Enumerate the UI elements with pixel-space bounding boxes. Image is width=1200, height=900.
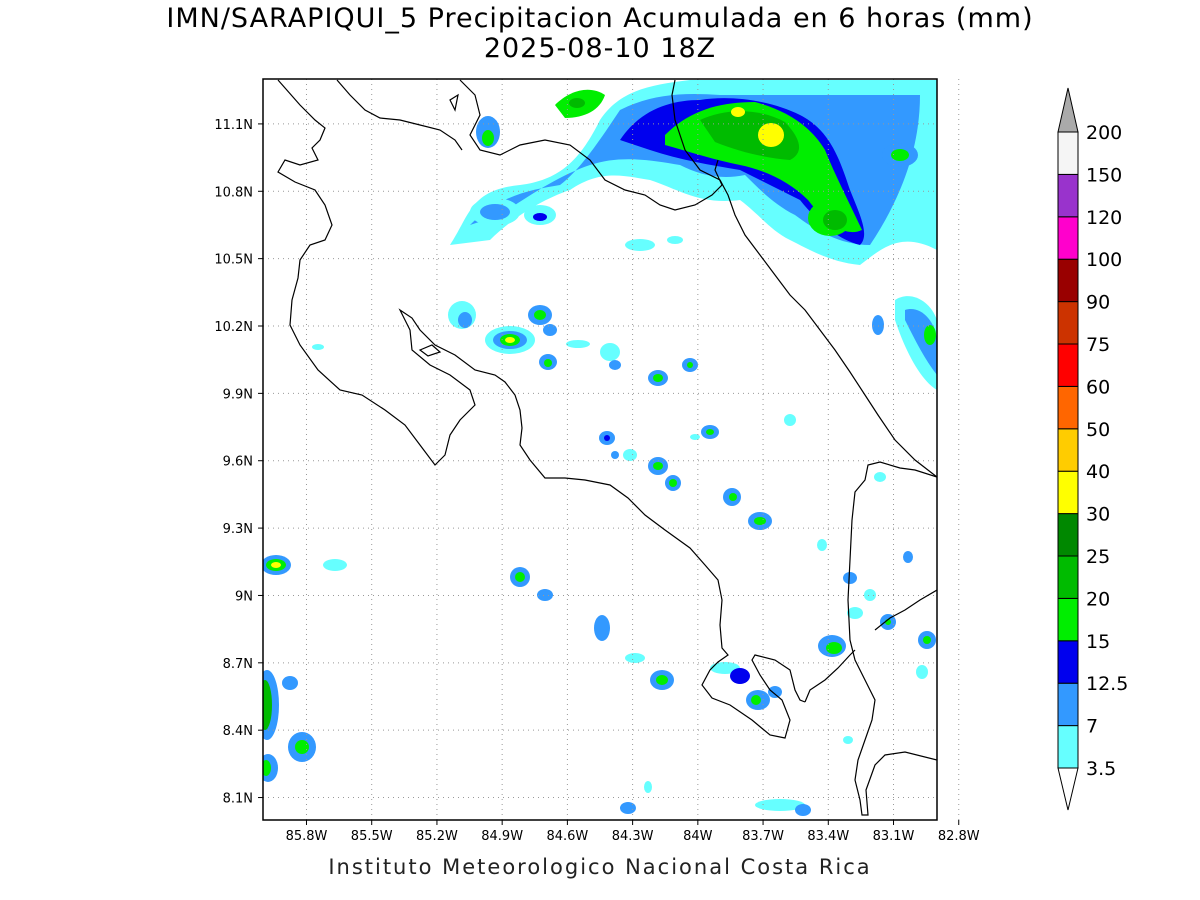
lat-tick-label: 10.5N: [214, 253, 253, 268]
colorbar-segment: [1057, 725, 1079, 769]
colorbar-segment: [1057, 385, 1079, 430]
colorbar-label: 90: [1086, 292, 1110, 314]
lat-tick-label: 10.2N: [214, 320, 253, 335]
lat-tick-label: 8.7N: [223, 657, 253, 672]
coastline: [277, 79, 937, 816]
lat-tick-label: 9.3N: [223, 522, 253, 537]
colorbar-segment: [1057, 131, 1079, 175]
lat-tick-label: 8.1N: [223, 792, 253, 807]
lat-tick-label: 9.6N: [223, 455, 253, 470]
colorbar-label: 75: [1086, 334, 1110, 356]
colorbar-label: 7: [1086, 716, 1098, 738]
lon-tick-label: 84.6W: [546, 829, 588, 844]
colorbar-label: 25: [1086, 546, 1110, 568]
colorbar-segment: [1057, 640, 1079, 684]
colorbar-label: 60: [1086, 376, 1110, 398]
colorbar-label: 150: [1086, 164, 1122, 186]
credit-text: Instituto Meteorologico Nacional Costa R…: [328, 855, 872, 879]
lon-tick-label: 84W: [683, 829, 713, 844]
latitude-ticks: 11.1N 10.8N 10.5N 10.2N 9.9N 9.6N 9.3N 9N 8.7N 8.…: [214, 118, 263, 807]
lat-tick-label: 11.1N: [214, 118, 253, 133]
lat-tick-label: 9.9N: [223, 387, 253, 402]
lon-tick-label: 85.2W: [416, 829, 458, 844]
colorbar-segment: [1057, 301, 1079, 345]
colorbar-min-triangle: [1057, 767, 1079, 811]
plot-frame: [262, 78, 938, 821]
colorbar: 3.5 7 12.5 15 20 25 30 40 50 60 75 90 100 120 150 200: [1057, 87, 1128, 811]
colorbar-segment: [1057, 470, 1079, 515]
map-title: IMN/SARAPIQUI_5 Precipitacion Acumulada …: [166, 3, 1034, 34]
precip-field-layer: [263, 80, 937, 816]
colorbar-label: 30: [1086, 504, 1110, 526]
colorbar-label: 120: [1086, 207, 1122, 229]
colorbar-segment: [1057, 173, 1079, 218]
colorbar-max-triangle: [1057, 87, 1079, 133]
colorbar-label: 50: [1086, 419, 1110, 441]
lat-tick-label: 8.4N: [223, 724, 253, 739]
lon-tick-label: 83.7W: [742, 829, 784, 844]
lon-tick-label: 82.8W: [938, 829, 980, 844]
colorbar-label: 20: [1086, 588, 1110, 610]
precip-core-yellow-2: [731, 107, 745, 117]
colorbar-segment: [1057, 555, 1079, 599]
colorbar-label: 15: [1086, 631, 1110, 653]
valid-time: 2025-08-10 18Z: [483, 33, 717, 64]
colorbar-segment: [1057, 513, 1079, 557]
colorbar-segment: [1057, 343, 1079, 387]
colorbar-segment: [1057, 597, 1079, 642]
lat-lon-grid: [263, 79, 960, 820]
precip-core-yellow: [758, 123, 784, 147]
lat-tick-label: 9N: [235, 589, 253, 604]
colorbar-label: 40: [1086, 461, 1110, 483]
lon-tick-label: 83.4W: [807, 829, 849, 844]
lon-tick-label: 85.5W: [351, 829, 393, 844]
colorbar-segment: [1057, 216, 1079, 260]
longitude-ticks: 85.8W 85.5W 85.2W 84.9W 84.6W 84.3W 84W 83.7W 83…: [286, 820, 980, 844]
colorbar-label: 200: [1086, 122, 1122, 144]
lat-tick-label: 10.8N: [214, 185, 253, 200]
lon-tick-label: 85.8W: [286, 829, 328, 844]
lon-tick-label: 84.3W: [612, 829, 654, 844]
colorbar-label: 100: [1086, 249, 1122, 271]
colorbar-segment: [1057, 258, 1079, 303]
colorbar-segment: [1057, 428, 1079, 472]
lon-tick-label: 83.1W: [873, 829, 915, 844]
lon-tick-label: 84.9W: [481, 829, 523, 844]
colorbar-label: 12.5: [1086, 673, 1128, 695]
colorbar-label: 3.5: [1086, 758, 1116, 780]
colorbar-segment: [1057, 682, 1079, 727]
